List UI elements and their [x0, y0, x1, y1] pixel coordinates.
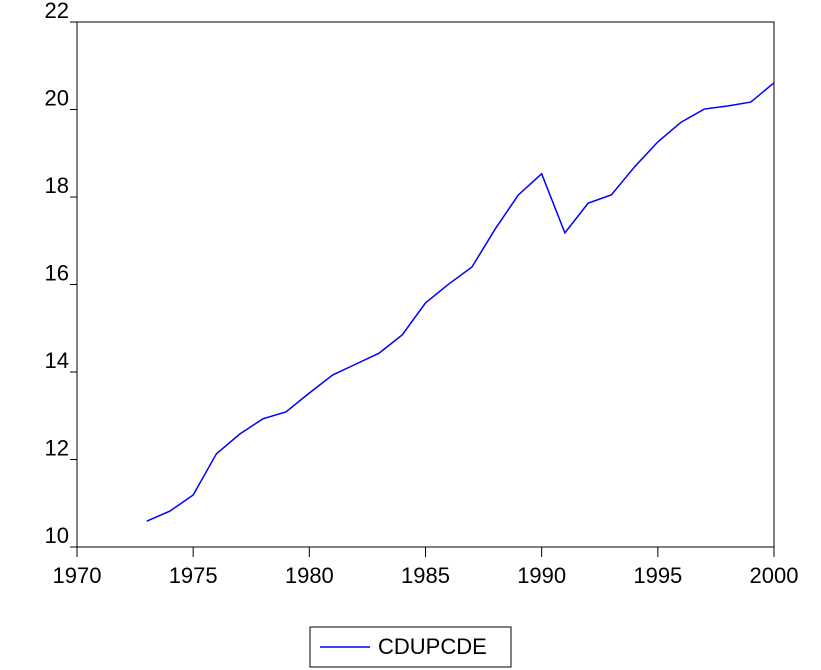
y-tick-label: 20	[45, 85, 69, 110]
x-tick-label: 1980	[285, 563, 334, 588]
series-line	[146, 82, 775, 522]
y-tick-label: 18	[45, 173, 69, 198]
x-tick-label: 2000	[750, 563, 799, 588]
x-tick-label: 1990	[517, 563, 566, 588]
y-tick-label: 14	[45, 348, 69, 373]
plot-frame	[76, 21, 775, 548]
y-tick-label: 16	[45, 260, 69, 285]
x-tick-label: 1975	[169, 563, 218, 588]
x-tick-label: 1995	[633, 563, 682, 588]
legend-label: CDUPCDE	[378, 634, 487, 659]
x-tick-label: 1970	[53, 563, 102, 588]
y-tick-label: 22	[45, 0, 69, 23]
x-tick-label: 1985	[401, 563, 450, 588]
y-tick-label: 10	[45, 523, 69, 548]
y-tick-label: 12	[45, 435, 69, 460]
